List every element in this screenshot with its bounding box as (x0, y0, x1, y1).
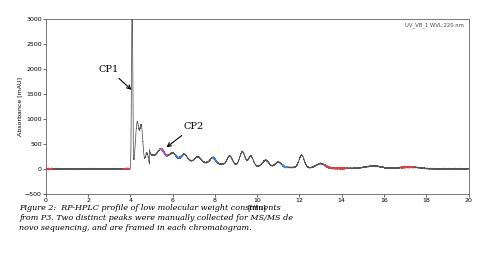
X-axis label: [min]: [min] (248, 204, 267, 211)
Text: UV_VB_1 WVL:220 nm: UV_VB_1 WVL:220 nm (405, 22, 464, 28)
Text: CP1: CP1 (99, 65, 130, 89)
Text: CP2: CP2 (168, 122, 203, 147)
Y-axis label: Absorbance [mAU]: Absorbance [mAU] (17, 77, 22, 136)
Text: Figure 2:  RP-HPLC profile of low molecular weight constituents
from P3. Two dis: Figure 2: RP-HPLC profile of low molecul… (19, 204, 293, 232)
